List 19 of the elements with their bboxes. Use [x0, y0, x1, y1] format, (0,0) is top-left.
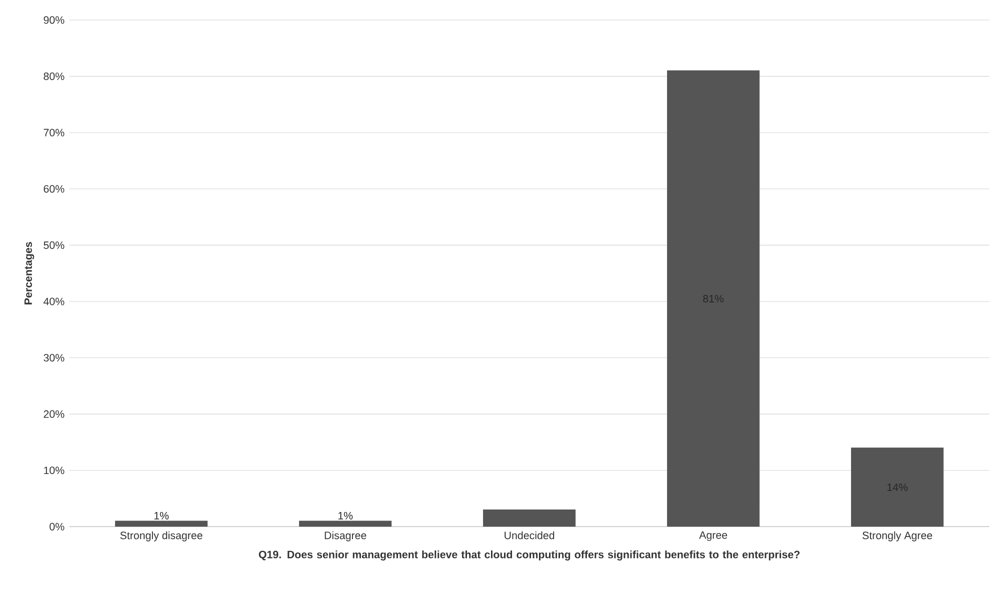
y-tick-label: 30%: [44, 354, 64, 362]
data-label: 1%: [154, 512, 169, 520]
x-tick-label: Strongly Agree: [862, 531, 932, 542]
x-axis-title: Q19. Does senior management believe that cloud computing offers significant benefits to the enterprise?: [258, 550, 800, 560]
x-tick-label: Agree: [699, 531, 728, 541]
x-tick-label: Strongly disagree: [120, 531, 202, 542]
y-axis-title: Percentages: [24, 242, 34, 304]
y-tick-label: 90%: [44, 16, 64, 24]
y-tick-label: 0%: [50, 522, 64, 530]
x-tick-label: Undecided: [504, 531, 554, 540]
y-tick-label: 40%: [44, 298, 64, 306]
x-tick-label: Disagree: [324, 531, 366, 542]
y-tick-label: 80%: [44, 72, 64, 80]
y-tick-label: 20%: [44, 410, 64, 418]
data-label: 1%: [338, 512, 353, 520]
y-tick-label: 10%: [44, 466, 64, 474]
y-tick-label: 50%: [44, 241, 64, 249]
y-tick-label: 60%: [44, 185, 64, 193]
y-tick-label: 70%: [44, 128, 64, 136]
